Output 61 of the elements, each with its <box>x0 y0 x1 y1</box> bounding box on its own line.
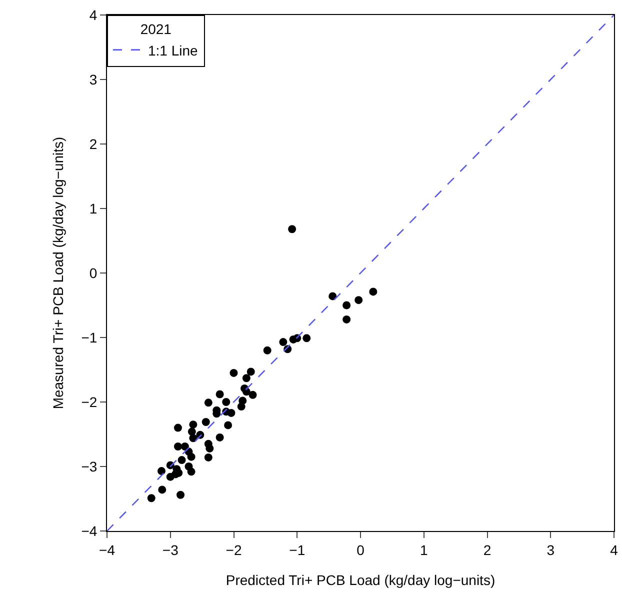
point <box>230 368 238 377</box>
point <box>202 418 210 426</box>
x-axis-title: Predicted Tri+ PCB Load (kg/day log−units) <box>226 572 496 588</box>
x-tick-label: −4 <box>99 542 116 558</box>
x-tick-label: −3 <box>162 542 179 558</box>
legend-title: 2021 <box>140 21 172 38</box>
point <box>180 442 189 451</box>
point <box>248 390 257 399</box>
x-tick-label: 0 <box>356 542 365 558</box>
point <box>328 292 337 300</box>
point <box>222 398 230 406</box>
point <box>174 442 182 451</box>
y-tick-label: −2 <box>81 394 98 410</box>
y-tick-label: 1 <box>89 200 98 216</box>
point <box>302 334 311 342</box>
legend-label: 1:1 Line <box>148 42 198 58</box>
y-tick-label: −3 <box>81 458 98 474</box>
y-tick-label: 2 <box>89 136 98 152</box>
point <box>174 424 182 432</box>
point <box>158 467 166 476</box>
point <box>158 486 166 494</box>
point <box>187 468 196 476</box>
y-tick-label: 0 <box>89 264 98 281</box>
point <box>242 388 250 396</box>
point <box>369 288 378 296</box>
point <box>171 470 180 478</box>
x-tick-label: 4 <box>610 542 618 558</box>
x-tick-label: −1 <box>289 542 306 558</box>
point <box>237 402 246 411</box>
point <box>263 346 272 354</box>
point <box>176 490 185 499</box>
y-tick-label: −4 <box>81 522 98 539</box>
point <box>206 444 214 452</box>
y-tick-label: −1 <box>81 329 98 346</box>
y-axis-title: Measured Tri+ PCB Load (kg/day log−units) <box>50 136 66 410</box>
point <box>289 335 298 344</box>
point <box>189 434 198 442</box>
point <box>178 456 186 464</box>
point <box>189 420 198 429</box>
point <box>279 338 288 346</box>
point <box>204 453 212 462</box>
point <box>187 452 196 461</box>
point <box>188 428 196 436</box>
y-tick-label: 3 <box>89 71 98 88</box>
point <box>227 408 236 417</box>
point <box>204 398 212 407</box>
point <box>246 368 255 376</box>
point <box>242 374 250 382</box>
point <box>342 315 351 324</box>
point <box>147 494 156 502</box>
x-tick-label: 1 <box>420 542 428 558</box>
point <box>354 296 363 304</box>
x-tick-label: 2 <box>483 542 492 558</box>
point <box>224 421 232 430</box>
x-tick-label: −2 <box>226 542 242 558</box>
point <box>288 225 296 234</box>
point <box>216 390 224 398</box>
y-tick-label: 4 <box>89 6 98 23</box>
point <box>342 301 351 310</box>
point <box>216 433 224 442</box>
x-tick-label: 3 <box>546 542 555 558</box>
